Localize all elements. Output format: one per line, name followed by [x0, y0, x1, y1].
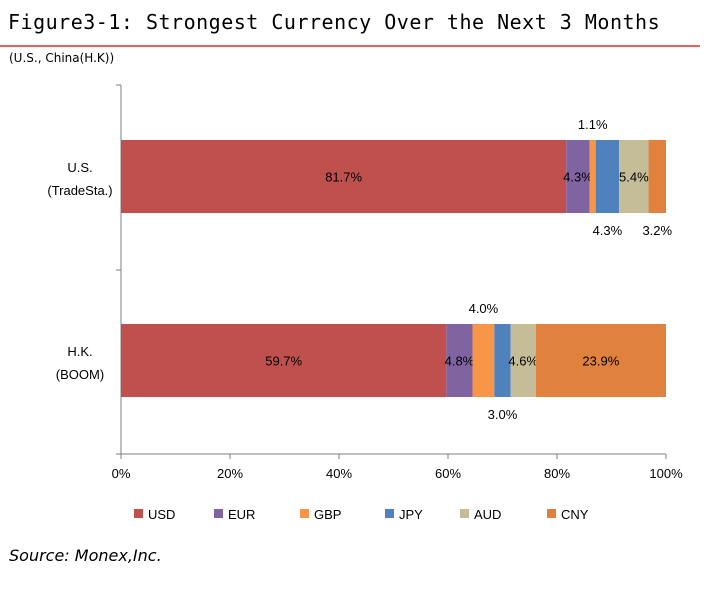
data-label: 5.4% — [619, 170, 649, 185]
category-label: U.S. — [67, 160, 92, 175]
x-tick-label: 40% — [326, 466, 352, 481]
legend-label: EUR — [228, 507, 255, 522]
data-label: 3.0% — [488, 407, 518, 422]
x-tick-label: 60% — [435, 466, 461, 481]
bar-segment-aud — [510, 324, 536, 397]
category-label: (TradeSta.) — [47, 183, 112, 198]
legend-label: JPY — [399, 507, 423, 522]
bar-segment-gbp — [589, 140, 596, 213]
bar-segment-jpy — [494, 324, 511, 397]
bar-segment-gbp — [472, 324, 495, 397]
bar-segment-usd — [121, 324, 447, 397]
data-label: 1.1% — [578, 117, 608, 132]
figure-title: Figure3-1: Strongest Currency Over the N… — [8, 10, 661, 34]
data-label: 4.8% — [445, 354, 475, 369]
legend-swatch-eur — [214, 509, 223, 518]
legend-label: GBP — [314, 507, 341, 522]
x-tick-label: 0% — [112, 466, 131, 481]
data-label: 4.6% — [508, 354, 538, 369]
legend-swatch-aud — [460, 509, 469, 518]
bar-segment-cny — [648, 140, 666, 213]
bar-segment-usd — [121, 140, 567, 213]
x-tick-label: 100% — [649, 466, 683, 481]
data-label: 59.7% — [265, 354, 302, 369]
legend-label: USD — [148, 507, 175, 522]
x-tick-label: 80% — [544, 466, 570, 481]
chart-subtitle: (U.S., China(H.K)) — [9, 51, 115, 65]
x-tick-label: 20% — [217, 466, 243, 481]
data-label: 4.0% — [469, 301, 499, 316]
category-label: H.K. — [67, 344, 92, 359]
bar-segment-eur — [446, 324, 473, 397]
source-note: Source: Monex,Inc. — [9, 546, 162, 565]
bar-segment-jpy — [595, 140, 620, 213]
data-label: 3.2% — [642, 223, 672, 238]
category-label: (BOOM) — [56, 367, 104, 382]
legend-swatch-cny — [547, 509, 556, 518]
bar-segment-aud — [619, 140, 649, 213]
bar-segment-cny — [535, 324, 666, 397]
title-rule — [0, 45, 700, 47]
data-label: 81.7% — [325, 170, 362, 185]
bar-segment-eur — [566, 140, 590, 213]
legend-swatch-jpy — [385, 509, 394, 518]
legend-label: AUD — [474, 507, 501, 522]
data-label: 23.9% — [582, 354, 619, 369]
data-label: 4.3% — [593, 223, 623, 238]
legend-label: CNY — [561, 507, 589, 522]
data-label: 4.3% — [563, 170, 593, 185]
legend-swatch-gbp — [300, 509, 309, 518]
legend-swatch-usd — [134, 509, 143, 518]
